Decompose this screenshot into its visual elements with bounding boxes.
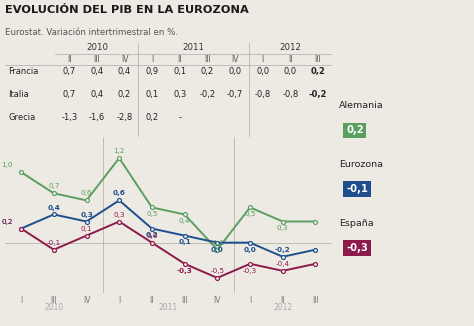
Text: 0,0: 0,0 <box>146 233 158 239</box>
Text: -0,3: -0,3 <box>177 268 192 274</box>
Text: 0,3: 0,3 <box>113 212 125 218</box>
Text: 2012: 2012 <box>273 303 292 312</box>
Text: -2,8: -2,8 <box>117 113 133 123</box>
Text: IV: IV <box>231 55 239 64</box>
Text: 2011: 2011 <box>182 43 205 52</box>
Text: 1,2: 1,2 <box>113 148 125 154</box>
Text: -0,1: -0,1 <box>210 240 224 246</box>
Text: 0,5: 0,5 <box>146 211 158 217</box>
Text: EVOLUCIÓN DEL PIB EN LA EUROZONA: EVOLUCIÓN DEL PIB EN LA EUROZONA <box>5 5 248 15</box>
Text: 0,7: 0,7 <box>63 90 76 99</box>
Text: -0,2: -0,2 <box>200 90 216 99</box>
Text: Italia: Italia <box>8 90 29 99</box>
Text: 2010: 2010 <box>44 303 64 312</box>
Text: 0,2: 0,2 <box>146 232 158 238</box>
Text: I: I <box>262 55 264 64</box>
Text: 2011: 2011 <box>159 303 178 312</box>
Text: 0,2: 0,2 <box>118 90 131 99</box>
Text: 0,4: 0,4 <box>91 67 103 76</box>
Text: Grecia: Grecia <box>8 113 35 123</box>
Text: 0,6: 0,6 <box>113 190 126 197</box>
Text: 0,0: 0,0 <box>244 246 256 253</box>
Text: II: II <box>288 55 292 64</box>
Text: II: II <box>67 55 72 64</box>
Text: 0,2: 0,2 <box>1 219 13 225</box>
Text: 0,2: 0,2 <box>310 67 326 76</box>
Text: III: III <box>315 55 321 64</box>
Text: 0,2: 0,2 <box>346 126 364 135</box>
Text: 0,5: 0,5 <box>244 211 256 217</box>
Text: -1,6: -1,6 <box>89 113 105 123</box>
Text: -0,8: -0,8 <box>282 90 299 99</box>
Text: 2010: 2010 <box>86 43 108 52</box>
Text: Alemania: Alemania <box>339 101 383 111</box>
Text: 0,7: 0,7 <box>63 67 76 76</box>
Text: 0,4: 0,4 <box>91 90 103 99</box>
Text: 0,0: 0,0 <box>284 67 297 76</box>
Text: -0,1: -0,1 <box>47 240 61 246</box>
Text: -0,3: -0,3 <box>243 268 257 274</box>
Text: 0,9: 0,9 <box>146 67 159 76</box>
Text: 0,1: 0,1 <box>81 226 92 232</box>
Text: 0,6: 0,6 <box>81 190 92 197</box>
Text: -0,1: -0,1 <box>346 184 368 194</box>
Text: -: - <box>178 113 181 123</box>
Text: -1,3: -1,3 <box>61 113 77 123</box>
Text: 0,1: 0,1 <box>146 90 159 99</box>
Text: 0,3: 0,3 <box>173 90 186 99</box>
Text: Eurozona: Eurozona <box>339 160 383 169</box>
Text: 1,0: 1,0 <box>1 162 13 168</box>
Text: 0,4: 0,4 <box>118 67 131 76</box>
Text: -0,4: -0,4 <box>276 261 290 267</box>
Text: 0,4: 0,4 <box>179 218 191 224</box>
Text: -0,7: -0,7 <box>227 90 243 99</box>
Text: 0,2: 0,2 <box>1 219 13 225</box>
Text: 0,1: 0,1 <box>173 67 186 76</box>
Text: 0,1: 0,1 <box>178 240 191 245</box>
Text: 0,2: 0,2 <box>146 113 159 123</box>
Text: 2012: 2012 <box>279 43 301 52</box>
Text: -0,3: -0,3 <box>346 243 368 253</box>
Text: -0,2: -0,2 <box>309 90 327 99</box>
Text: -0,2: -0,2 <box>275 247 291 253</box>
Text: 0,3: 0,3 <box>80 212 93 218</box>
Text: IV: IV <box>121 55 128 64</box>
Text: I: I <box>151 55 153 64</box>
Text: 0,0: 0,0 <box>256 67 269 76</box>
Text: -0,5: -0,5 <box>210 268 224 274</box>
Text: Eurostat. Variación intertrimestral en %.: Eurostat. Variación intertrimestral en %… <box>5 28 178 37</box>
Text: II: II <box>178 55 182 64</box>
Text: 0,7: 0,7 <box>48 184 60 189</box>
Text: Francia: Francia <box>8 67 38 76</box>
Text: 0,0: 0,0 <box>228 67 242 76</box>
Text: III: III <box>93 55 100 64</box>
Text: -0,8: -0,8 <box>255 90 271 99</box>
Text: III: III <box>204 55 211 64</box>
Text: España: España <box>339 219 374 228</box>
Text: 0,4: 0,4 <box>47 205 60 211</box>
Text: 0,0: 0,0 <box>211 246 224 253</box>
Text: 0,3: 0,3 <box>277 225 289 231</box>
Text: 0,2: 0,2 <box>201 67 214 76</box>
